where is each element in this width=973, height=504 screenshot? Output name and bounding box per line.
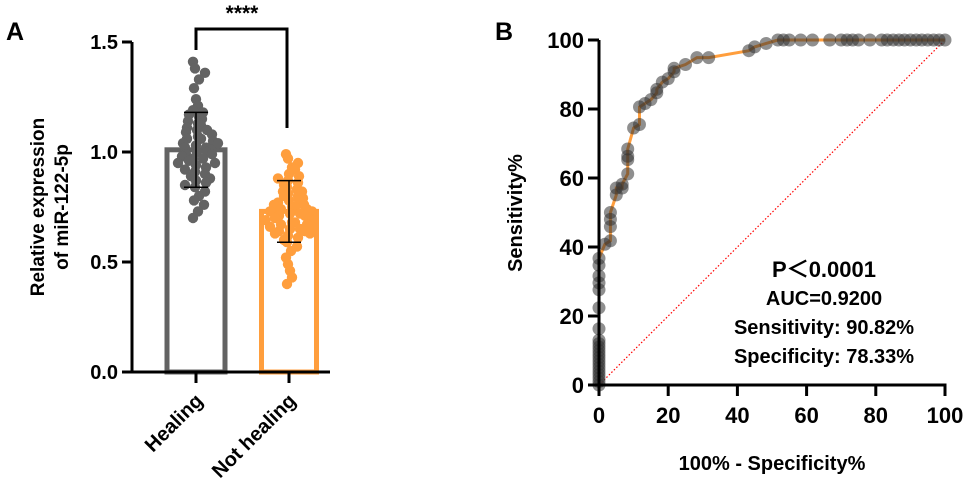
roc-point bbox=[690, 51, 704, 65]
panel-a-y-axis-label: Relative expression of miR-122-5p bbox=[28, 118, 73, 296]
data-point bbox=[179, 164, 191, 175]
panel-b-label: B bbox=[495, 18, 513, 46]
roc-point bbox=[603, 206, 617, 219]
roc-point bbox=[621, 167, 635, 181]
data-point bbox=[197, 153, 209, 164]
x-tick-label: 40 bbox=[725, 403, 749, 428]
annotation-p-value: P＜0.0001 bbox=[772, 257, 876, 282]
annotation-specificity: Specificity: 78.33% bbox=[734, 346, 914, 368]
data-point bbox=[193, 74, 205, 85]
x-tick-label: 0 bbox=[593, 403, 605, 428]
annotation-sensitivity: Sensitivity: 90.82% bbox=[734, 317, 914, 339]
roc-point bbox=[805, 33, 819, 47]
panel-b-y-axis-label: Sensitivity% bbox=[505, 154, 527, 272]
data-point bbox=[281, 278, 293, 290]
data-point bbox=[198, 199, 210, 210]
roc-point bbox=[759, 36, 773, 50]
roc-point bbox=[702, 51, 716, 65]
y-tick-label: 1.0 bbox=[90, 142, 118, 164]
data-point bbox=[179, 179, 191, 191]
x-tick-label: Not healing bbox=[208, 390, 301, 483]
x-tick-label: 20 bbox=[656, 403, 680, 428]
x-tick-label: 60 bbox=[794, 403, 818, 428]
y-tick-label: 100 bbox=[547, 28, 584, 53]
significance-bracket-line bbox=[194, 27, 289, 128]
data-point bbox=[212, 138, 224, 149]
data-point bbox=[188, 195, 200, 206]
panel-a: A Relative expression of miR-122-5p 0.0 0… bbox=[6, 2, 330, 483]
panel-a-label: A bbox=[6, 18, 24, 46]
roc-point bbox=[938, 33, 952, 47]
data-point bbox=[304, 228, 316, 239]
x-tick-label: 80 bbox=[864, 403, 888, 428]
x-tick-label: Healing bbox=[141, 390, 208, 457]
data-point bbox=[269, 212, 281, 224]
roc-point bbox=[823, 33, 837, 47]
data-point bbox=[172, 157, 184, 169]
data-point bbox=[284, 208, 296, 219]
data-point bbox=[282, 153, 294, 164]
data-point bbox=[200, 177, 212, 188]
significance-bracket: **** bbox=[194, 2, 289, 128]
data-point bbox=[269, 228, 281, 239]
roc-point bbox=[794, 33, 808, 47]
data-point bbox=[189, 63, 201, 74]
y-axis-label-line-1: Relative expression bbox=[28, 118, 49, 296]
roc-point bbox=[863, 33, 877, 47]
data-point bbox=[292, 232, 304, 243]
y-tick-label: 0 bbox=[572, 373, 584, 398]
y-tick-label: 40 bbox=[560, 235, 584, 260]
panel-b-tick-labels: 0 20 40 60 80 100 0 20 40 60 80 100 bbox=[547, 28, 963, 428]
data-point bbox=[187, 212, 199, 224]
y-tick-label: 0.0 bbox=[90, 362, 118, 384]
data-point bbox=[199, 67, 211, 79]
significance-stars: **** bbox=[226, 2, 260, 25]
roc-point bbox=[748, 40, 762, 54]
y-tick-label: 0.5 bbox=[90, 252, 118, 274]
roc-point bbox=[679, 57, 692, 71]
panel-b: B Sensitivity% 100% - Specificity% 0 20 40… bbox=[495, 18, 963, 475]
data-point bbox=[209, 157, 221, 169]
y-tick-label: 80 bbox=[560, 97, 584, 122]
y-axis-label-line-2: of miR-122-5p bbox=[52, 144, 73, 270]
y-tick-label: 1.5 bbox=[90, 32, 118, 54]
roc-annotations: P＜0.0001 AUC=0.9200 Sensitivity: 90.82% … bbox=[734, 257, 914, 368]
y-tick-label: 60 bbox=[560, 166, 584, 191]
panel-a-error-bars bbox=[184, 111, 301, 243]
panel-b-axes bbox=[588, 38, 947, 396]
panel-a-axes bbox=[122, 40, 330, 383]
panel-a-points bbox=[172, 56, 318, 290]
panel-b-x-axis-label: 100% - Specificity% bbox=[679, 453, 866, 475]
roc-point bbox=[667, 61, 681, 75]
roc-point bbox=[782, 33, 796, 47]
y-tick-label: 20 bbox=[560, 304, 584, 329]
roc-point bbox=[632, 118, 646, 132]
roc-point bbox=[615, 177, 629, 191]
data-point bbox=[206, 149, 218, 160]
annotation-auc: AUC=0.9200 bbox=[766, 288, 882, 310]
roc-point bbox=[603, 234, 617, 248]
roc-point bbox=[852, 33, 865, 47]
data-point bbox=[188, 83, 200, 94]
roc-point bbox=[621, 142, 635, 156]
reference-diagonal-line bbox=[598, 39, 946, 386]
x-tick-label: 100 bbox=[927, 403, 964, 428]
